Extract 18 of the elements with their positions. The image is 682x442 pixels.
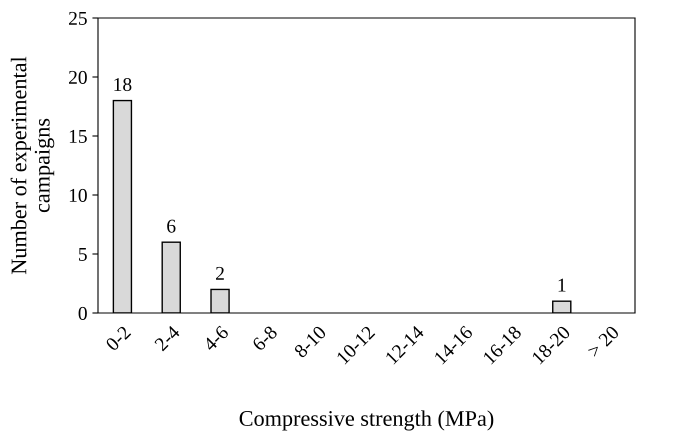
y-tick-label: 25 [68,12,87,25]
data-label: 6 [167,220,176,233]
x-tick-label: > 20 [586,325,620,358]
x-axis-title: Compressive strength (MPa) [240,410,494,431]
x-tick-label: 8-10 [293,325,327,358]
y-tick-label: 10 [70,188,87,202]
y-tick-label: 20 [68,70,87,84]
x-tick-label: 6-8 [252,325,278,352]
y-tick-label: 0 [78,306,87,320]
x-tick-label: 0-2 [105,325,132,352]
y-axis-title: Number of experimental campaigns [10,56,54,274]
data-label: 1 [558,278,566,292]
x-tick-label: 4-6 [202,324,230,352]
y-tick-label: 5 [78,248,87,261]
y-tick-label: 15 [70,130,87,143]
x-tick-label: 2-4 [154,324,181,352]
data-label: 2 [216,266,224,280]
data-label: 18 [114,78,132,92]
